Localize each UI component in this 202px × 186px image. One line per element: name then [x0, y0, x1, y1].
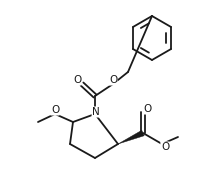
- Text: O: O: [161, 142, 169, 152]
- Text: O: O: [143, 104, 151, 114]
- Text: O: O: [73, 75, 81, 85]
- Text: O: O: [109, 75, 117, 85]
- Text: N: N: [92, 107, 100, 117]
- Text: O: O: [51, 105, 59, 115]
- Polygon shape: [118, 130, 144, 144]
